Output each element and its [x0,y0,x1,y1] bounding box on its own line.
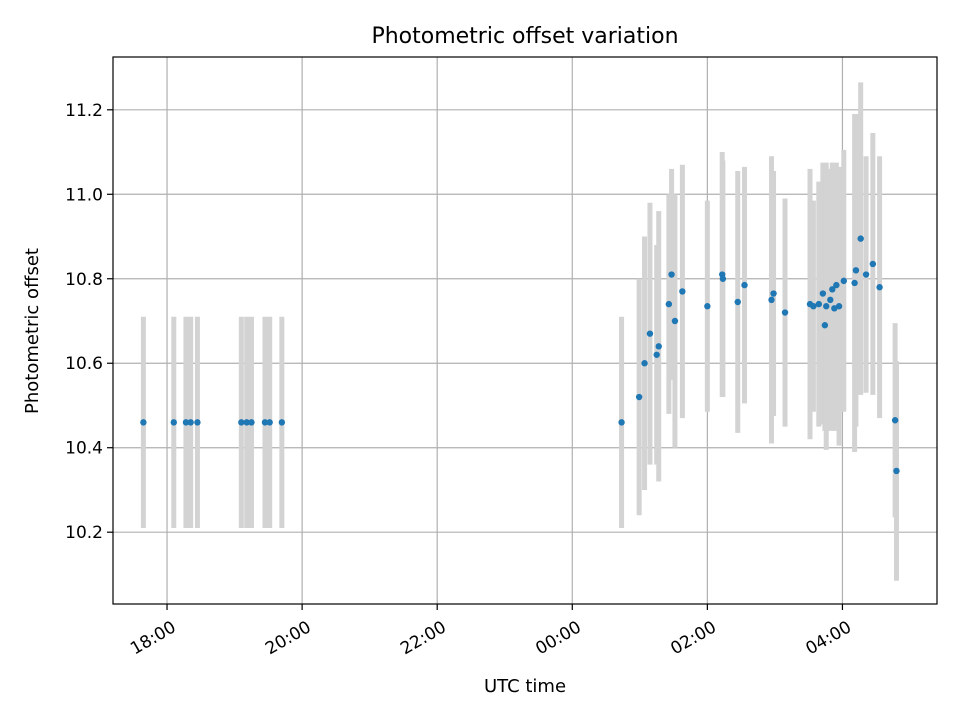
data-point [671,317,679,325]
data-point [876,284,883,291]
data-point [827,296,834,304]
y-axis-label: Photometric offset [22,248,43,414]
data-point [819,290,827,297]
x-tick-label: 02:00 [667,617,719,659]
chart-title: Photometric offset variation [371,24,678,49]
x-tick-label: 00:00 [532,617,584,659]
data-point [194,419,201,426]
x-tick-label: 20:00 [262,617,314,659]
y-tick-label: 11.2 [65,101,103,121]
y-tick-label: 10.4 [65,439,103,459]
y-tick-label: 11.0 [65,185,103,205]
data-point [821,322,829,329]
data-point [170,419,177,426]
data-point [829,286,836,293]
data-point [781,309,789,316]
data-point [182,419,190,426]
data-point [641,360,648,367]
x-tick-label: 18:00 [127,617,179,659]
data-point [768,296,775,304]
data-point [665,300,673,308]
data-point [261,419,269,426]
error-bar-layer [140,82,899,581]
data-point [852,267,860,274]
data-point [857,235,864,242]
data-point [618,419,625,426]
data-point [835,303,843,310]
data-point [635,393,643,401]
data-point [840,277,847,285]
data-point [679,288,686,295]
data-point [719,275,727,282]
data-point [851,279,858,287]
data-point [668,271,675,278]
data-point [140,419,147,426]
data-point [893,467,900,475]
data-point [734,298,741,306]
data-point [704,303,711,310]
data-point [823,303,830,310]
data-point [278,419,286,426]
data-point [266,419,273,426]
data-point [810,303,817,310]
data-point [891,417,899,424]
x-tick-label: 22:00 [397,617,449,659]
y-tick-label: 10.6 [65,354,103,374]
x-axis-label: UTC time [484,676,566,697]
data-point [741,281,748,289]
data-point-layer [140,235,900,475]
data-point [815,300,823,308]
data-point [862,271,870,278]
data-point [770,290,777,297]
y-tick-label: 10.8 [65,270,103,290]
data-point [243,419,250,426]
data-point [869,260,877,268]
data-point [248,419,255,426]
data-point [655,343,662,350]
data-point [187,419,194,426]
x-tick-label: 04:00 [803,617,855,659]
data-point [653,351,660,358]
data-point [238,419,245,426]
data-point [833,281,840,289]
data-point [646,330,654,337]
plot-frame [112,56,938,605]
y-tick-label: 10.2 [65,523,103,543]
